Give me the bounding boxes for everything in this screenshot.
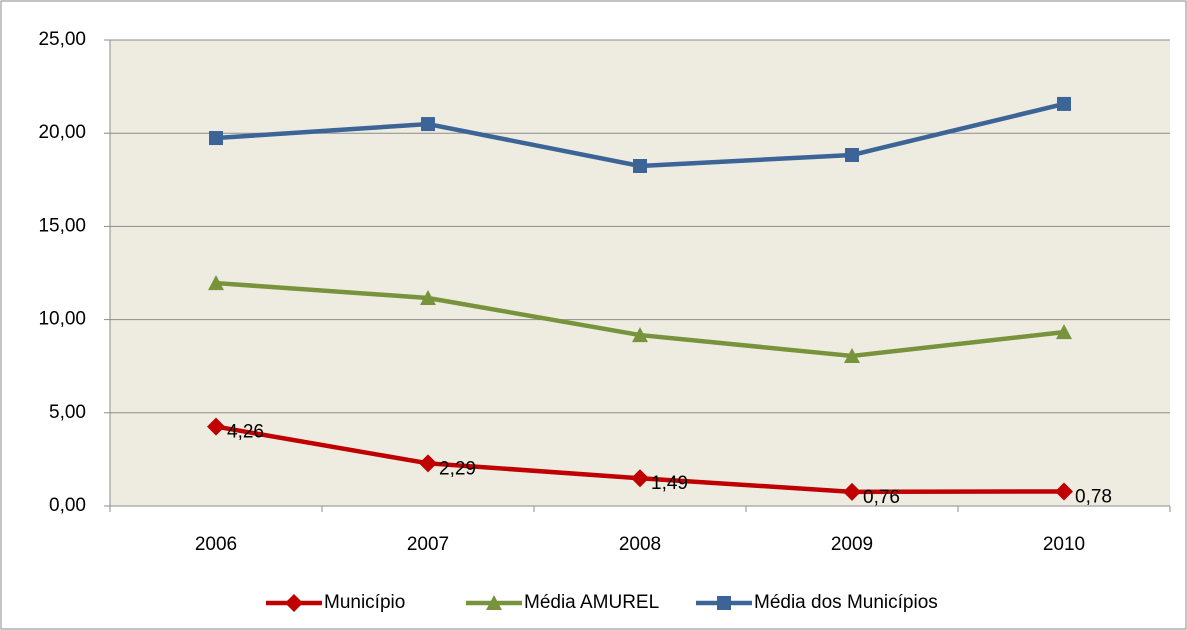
x-tick-label: 2009	[831, 534, 873, 555]
data-point	[632, 327, 648, 343]
legend-marker	[486, 595, 502, 610]
x-tick-label: 2007	[407, 534, 449, 555]
data-label: 0,78	[1075, 486, 1112, 507]
data-point	[844, 347, 860, 363]
data-point	[1055, 482, 1073, 501]
y-tick-label: 0,00	[49, 495, 86, 516]
x-tick-label: 2006	[195, 534, 237, 555]
data-point	[419, 454, 437, 473]
data-point	[1057, 96, 1071, 111]
data-point	[1056, 324, 1072, 340]
y-tick-label: 25,00	[38, 29, 86, 50]
y-tick-label: 5,00	[49, 402, 86, 423]
legend-label: Município	[324, 592, 405, 613]
data-point	[209, 131, 223, 146]
data-point	[207, 417, 225, 436]
legend-marker	[285, 594, 303, 612]
data-point	[631, 469, 649, 488]
data-point	[845, 148, 859, 163]
x-tick-label: 2008	[619, 534, 661, 555]
data-label: 4,26	[227, 422, 264, 443]
legend-label: Média dos Municípios	[754, 592, 938, 613]
y-tick-label: 15,00	[38, 215, 86, 236]
data-point	[843, 482, 861, 501]
legend-label: Média AMUREL	[524, 592, 659, 613]
data-point	[421, 117, 435, 132]
data-label: 2,29	[439, 458, 476, 479]
plot-area	[110, 40, 1170, 506]
legend-marker	[717, 596, 731, 610]
y-tick-label: 10,00	[38, 309, 86, 330]
data-point	[633, 159, 647, 174]
x-tick-label: 2010	[1043, 534, 1085, 555]
data-label: 1,49	[651, 473, 688, 494]
data-label: 0,76	[863, 487, 900, 508]
y-tick-label: 20,00	[38, 122, 86, 143]
data-point	[208, 275, 224, 291]
data-point	[420, 289, 436, 305]
